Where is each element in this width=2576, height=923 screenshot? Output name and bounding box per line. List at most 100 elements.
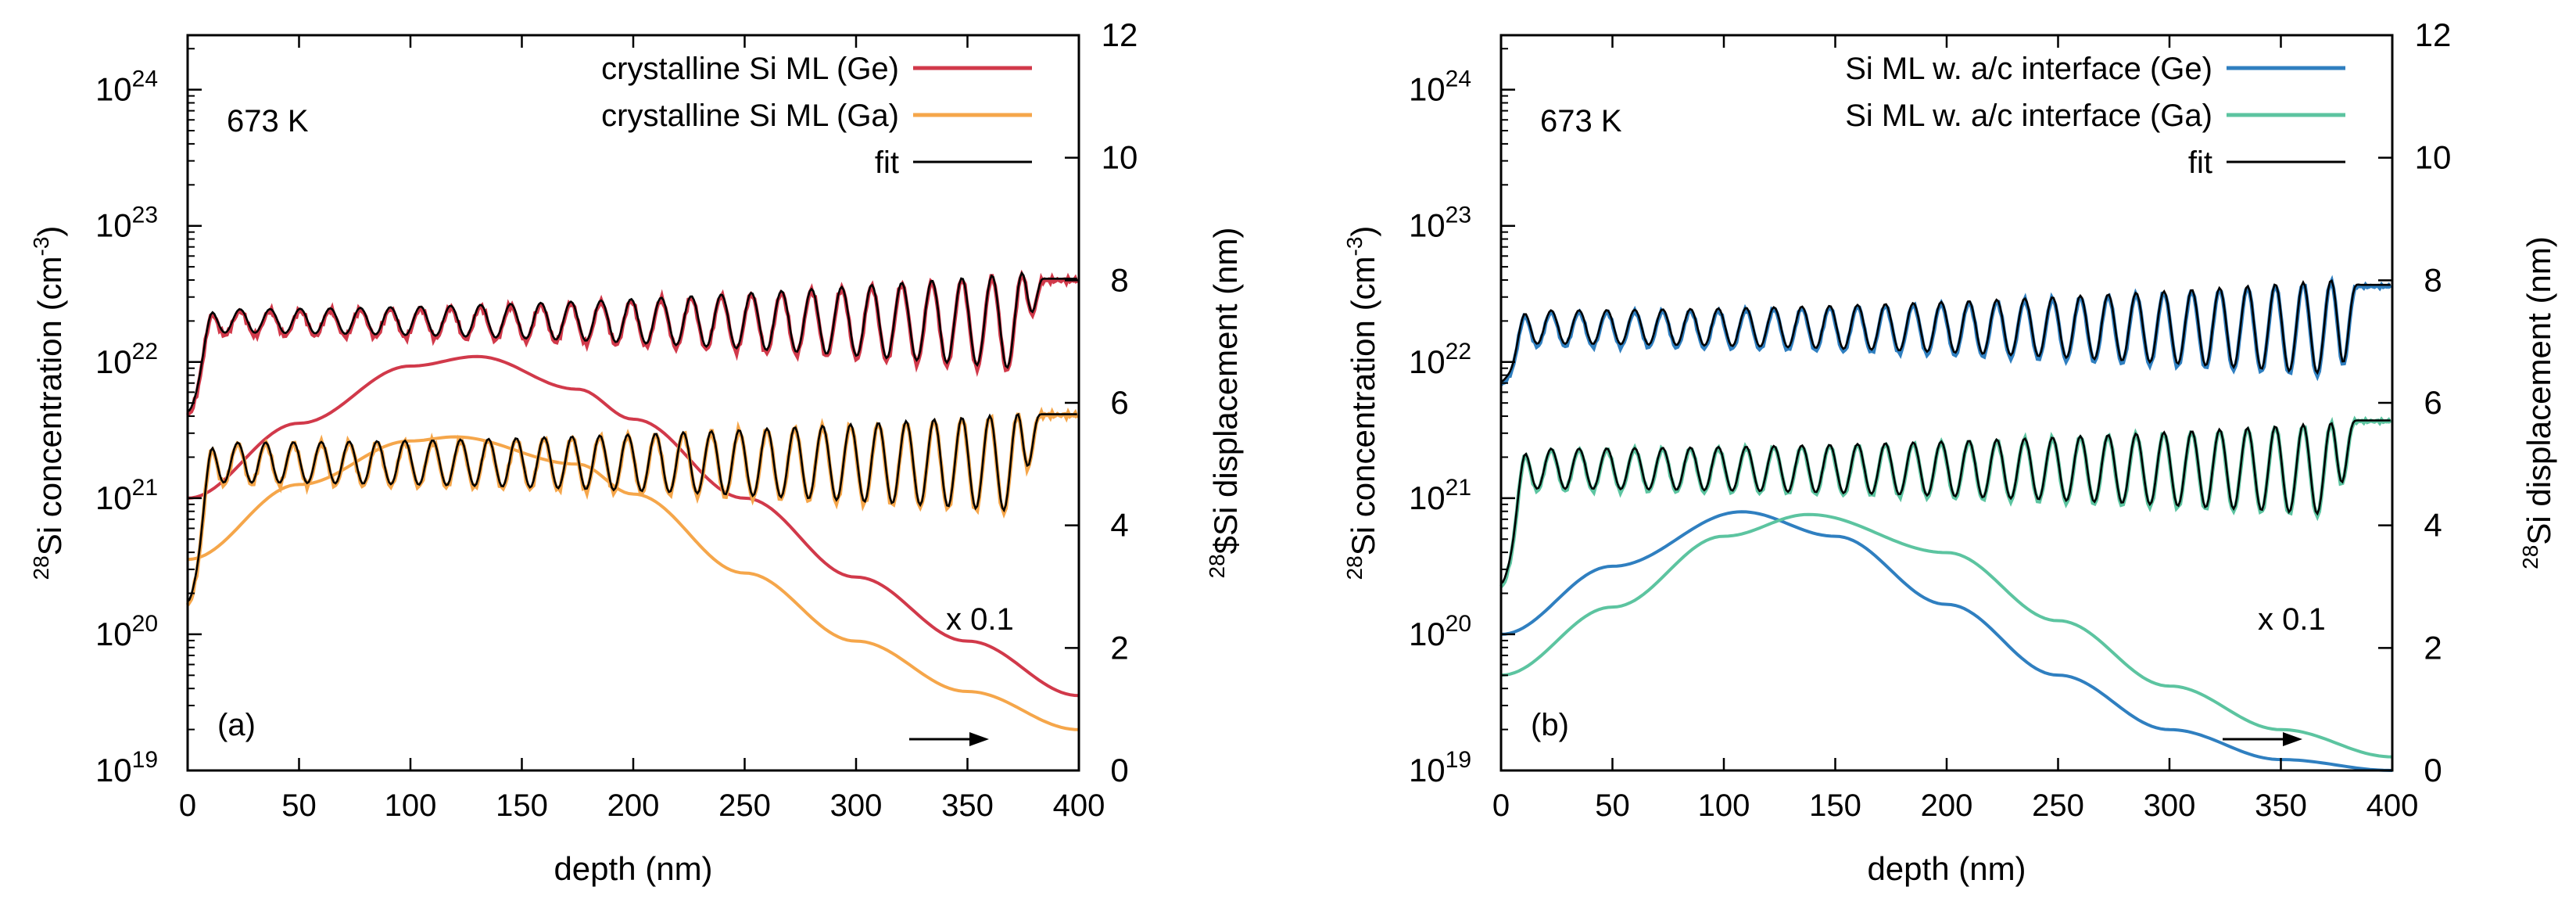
legend-label: fit [2188,145,2212,180]
tick-base: 10 [95,752,132,788]
y-left-tick-label: 1024 [1409,66,1471,108]
y-right-tick-label: 6 [2424,384,2442,421]
ylabel-left-tail: ) [1345,226,1381,237]
x-tick-label: 150 [496,788,548,823]
tick-exponent: 22 [1446,339,1471,365]
tick-base: 10 [1409,343,1446,380]
tick-base: 10 [95,479,132,516]
x-tick-label: 150 [1809,788,1861,823]
panel-a-curves [185,269,1080,731]
tick-exponent: 23 [132,203,158,228]
y-right-tick-label: 4 [2424,507,2442,544]
legend-label: crystalline Si ML (Ge) [601,52,899,86]
tick-exponent: 24 [132,66,158,92]
panel-b-plot-frame [1499,34,2394,772]
panel-a-plot-frame [186,34,1080,772]
ylabel-left-sup2: -3 [29,237,53,257]
tick-exponent: 19 [132,747,158,773]
y-right-tick-label: 8 [1110,261,1128,298]
x-tick-label: 50 [1595,788,1630,823]
panel-a-arrow [909,732,989,746]
y-right-tick-label: 0 [1110,752,1128,788]
panel-b-arrow [2223,732,2302,746]
fit-line-0 [187,271,1077,413]
displacement-line-0 [186,269,1080,417]
x-tick-label: 200 [607,788,660,823]
x-tick-label: 350 [941,788,994,823]
y-right-tick-label: 8 [2424,261,2442,298]
x-tick-label: 250 [718,788,771,823]
ylabel-right-sup: 28 [2518,545,2542,569]
x-tick-label: 50 [281,788,317,823]
y-left-tick-label: 1019 [95,747,158,788]
legend-label: Si ML w. a/c interface (Ge) [1845,52,2212,86]
panel-b-scale-annotation: x 0.1 [2258,602,2326,637]
tick-exponent: 23 [1446,203,1471,228]
tick-base: 10 [95,71,132,108]
panel-b-xlabel: depth (nm) [1867,850,2026,887]
legend-label: Si ML w. a/c interface (Ga) [1845,99,2212,133]
y-left-tick-label: 1024 [95,66,158,108]
x-tick-label: 250 [2032,788,2084,823]
ylabel-right-text: $Si displacement (nm) [1207,228,1244,555]
tick-exponent: 22 [132,339,158,365]
panel-a: 0 50 100 150 200 250 300 350 4001019102010211022… [29,16,1244,887]
y-right-tick-label: 12 [2415,16,2452,53]
tick-exponent: 21 [1446,475,1471,501]
x-tick-label: 300 [830,788,883,823]
fit-line-0 [1500,278,2391,382]
x-tick-label: 300 [2144,788,2196,823]
y-left-tick-label: 1021 [95,475,158,516]
concentration-line-0 [1500,510,2393,772]
panel-b-temp-annotation: 673 K [1540,104,1622,138]
y-left-tick-label: 1020 [95,611,158,652]
x-tick-label: 400 [2366,788,2419,823]
tick-base: 10 [1409,479,1446,516]
concentration-line-1 [1500,512,2393,759]
x-tick-label: 100 [385,788,437,823]
panel-a-ticks: 0 50 100 150 200 250 300 350 4001019102010211022… [95,16,1138,823]
panel-a-xlabel: depth (nm) [554,850,712,887]
tick-base: 10 [1409,71,1446,108]
concentration-line-1 [187,435,1080,731]
x-tick-label: 200 [1921,788,1973,823]
panel-b-ticks: 0 50 100 150 200 250 300 350 4001019102010211022… [1409,16,2451,823]
tick-base: 10 [1409,207,1446,244]
ylabel-right-text: Si displacement (nm) [2520,236,2557,544]
panel-b-curves [1499,275,2393,772]
legend-label: crystalline Si ML (Ga) [601,99,899,133]
panel-b-ylabel-right: 28Si displacement (nm) [2518,236,2557,569]
tick-exponent: 24 [1446,66,1471,92]
tick-base: 10 [1409,752,1446,788]
panel-b-label: (b) [1531,708,1569,742]
tick-exponent: 20 [132,611,158,637]
x-tick-label: 350 [2255,788,2307,823]
tick-exponent: 20 [1446,611,1471,637]
x-tick-label: 400 [1053,788,1105,823]
y-right-tick-label: 6 [1110,384,1128,421]
fit-line-1 [1500,419,2391,584]
x-tick-label: 0 [179,788,196,823]
legend-label: fit [875,145,899,180]
tick-exponent: 21 [132,475,158,501]
y-right-tick-label: 2 [2424,629,2442,666]
panel-a-ylabel-right: 28$Si displacement (nm) [1205,228,1244,579]
y-left-tick-label: 1020 [1409,611,1471,652]
y-right-tick-label: 10 [1102,139,1138,176]
ylabel-left-text: Si concentration (cm [1345,256,1381,555]
panel-a-label: (a) [217,708,256,742]
y-left-tick-label: 1022 [1409,339,1471,380]
tick-base: 10 [95,343,132,380]
x-tick-label: 100 [1698,788,1750,823]
y-right-tick-label: 2 [1110,629,1128,666]
y-right-tick-label: 10 [2415,139,2452,176]
y-left-tick-label: 1022 [95,339,158,380]
panel-b: 0 50 100 150 200 250 300 350 4001019102010211022… [1342,16,2557,887]
y-right-tick-label: 0 [2424,752,2442,788]
x-tick-label: 0 [1492,788,1510,823]
panel-b-legend: Si ML w. a/c interface (Ge) Si ML w. a/c … [1845,52,2345,180]
concentration-line-0 [187,354,1080,698]
fit-line-1 [187,412,1077,602]
panel-a-ylabel-left: 28Si concentration (cm-3) [29,226,68,580]
ylabel-left-sup2: -3 [1342,237,1367,257]
